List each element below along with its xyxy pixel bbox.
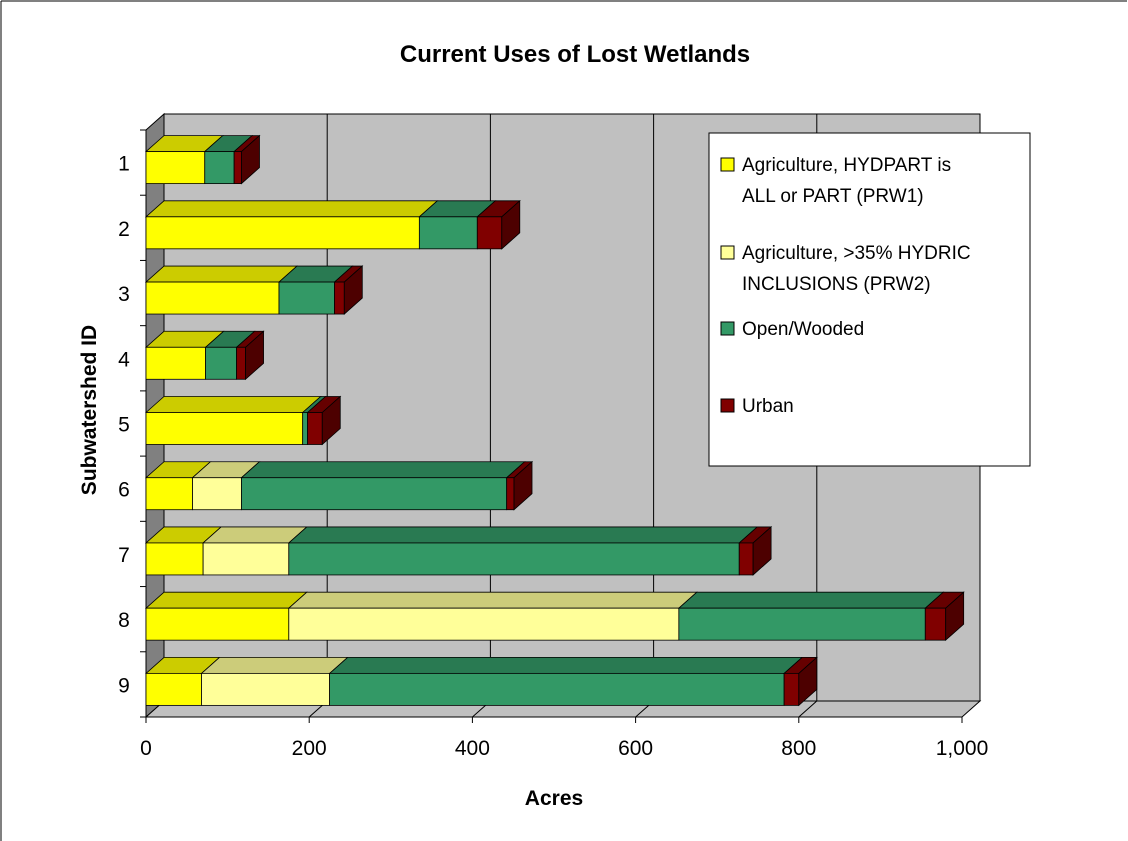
- bar-segment: [924, 607, 947, 641]
- x-tick-label: 400: [455, 737, 490, 760]
- bar-end-face: [321, 395, 341, 446]
- bar-segment: [233, 151, 242, 185]
- legend-swatch: [720, 321, 735, 336]
- y-tick-label: 3: [118, 283, 130, 306]
- bar-top-face: [144, 591, 308, 609]
- y-tick-label: 4: [118, 348, 130, 371]
- bar-top-face: [328, 656, 804, 674]
- bar-end-face: [798, 656, 818, 707]
- legend-swatch: [720, 157, 735, 172]
- bar-segment: [678, 607, 926, 641]
- x-tick-label: 0: [140, 737, 152, 760]
- bar-top-face: [144, 265, 299, 283]
- bar-segment: [236, 346, 246, 380]
- legend-label: Open/Wooded: [742, 319, 864, 340]
- bar-segment: [418, 216, 478, 250]
- x-tick-label: 1,000: [936, 737, 989, 760]
- bar-segment: [288, 607, 680, 641]
- bar-segment: [288, 542, 740, 576]
- x-axis-title: Acres: [525, 787, 583, 810]
- axes: 0 200 400 600 800 1,000 1 2 3 4 5 6 7 8 9: [118, 129, 989, 760]
- bar-end-face: [752, 526, 772, 576]
- bar-segment: [145, 477, 193, 511]
- y-tick-label: 1: [118, 153, 130, 176]
- legend-label: ALL or PART (PRW1): [742, 186, 924, 207]
- bar-top-face: [287, 526, 759, 544]
- x-tick-label: 600: [618, 737, 653, 760]
- bar-segment: [205, 346, 237, 380]
- bar-segment: [145, 151, 206, 185]
- y-axis-title: Subwatershed ID: [78, 325, 101, 495]
- legend-swatch: [720, 398, 735, 413]
- bar-segment: [329, 672, 785, 706]
- bar-segment: [145, 542, 204, 576]
- legend-label: Agriculture, HYDPART is: [742, 155, 951, 176]
- y-tick-label: 9: [118, 674, 130, 697]
- legend-box: [708, 132, 1031, 467]
- legend-swatch: [720, 245, 735, 260]
- bars: [144, 134, 965, 707]
- bar-top-face: [240, 461, 526, 479]
- bar-segment: [241, 477, 508, 511]
- bar-segment: [201, 672, 331, 706]
- bar-end-face: [945, 591, 965, 642]
- bar-end-face: [501, 199, 521, 250]
- bar-segment: [307, 412, 323, 445]
- bar-end-face: [245, 330, 264, 381]
- bar-segment: [783, 672, 800, 706]
- bar-segment: [738, 542, 754, 576]
- y-tick-label: 8: [118, 609, 130, 632]
- gridline-floor: [798, 700, 818, 718]
- bar-segment: [145, 412, 304, 445]
- bar-segment: [145, 281, 280, 315]
- y-tick-label: 7: [118, 544, 130, 567]
- bar-segment: [204, 151, 235, 185]
- legend: Agriculture, HYDPART is ALL or PART (PRW1…: [708, 132, 1031, 467]
- bar-segment: [145, 346, 206, 380]
- bar-segment: [278, 281, 335, 315]
- bar-segment: [476, 216, 503, 250]
- bar-segment: [192, 477, 242, 511]
- legend-label: Urban: [742, 396, 794, 417]
- bar-segment: [145, 216, 420, 250]
- bar-top-face: [287, 591, 698, 609]
- bar-top-face: [677, 591, 945, 609]
- y-tick-label: 2: [118, 218, 130, 241]
- chart-title: Current Uses of Lost Wetlands: [400, 41, 750, 68]
- bar-top-face: [144, 396, 322, 413]
- x-tick-label: 200: [292, 737, 327, 760]
- y-tick-label: 5: [118, 414, 130, 437]
- bar-top-face: [144, 200, 439, 218]
- bar-end-face: [513, 460, 533, 511]
- bar-segment: [506, 477, 515, 511]
- bar-top-face: [200, 656, 349, 674]
- bar-end-face: [241, 134, 260, 185]
- y-tick-label: 6: [118, 479, 130, 502]
- x-tick-label: 800: [781, 737, 816, 760]
- bar-segment: [202, 542, 290, 576]
- bar-segment: [302, 412, 308, 445]
- legend-label: Agriculture, >35% HYDRIC: [742, 243, 971, 264]
- bar-end-face: [343, 265, 363, 315]
- bar-segment: [145, 672, 202, 706]
- bar-segment: [145, 607, 290, 641]
- bar-segment: [334, 281, 345, 315]
- legend-label: INCLUSIONS (PRW2): [742, 274, 931, 295]
